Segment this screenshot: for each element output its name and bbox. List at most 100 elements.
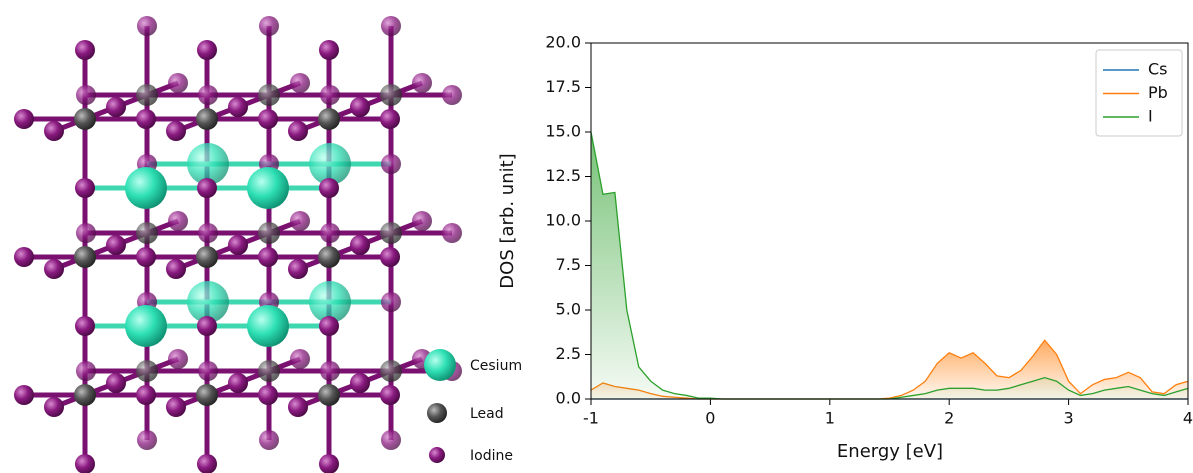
iodine-atom — [166, 121, 186, 141]
iodine-atom — [290, 211, 310, 231]
area — [591, 340, 1188, 399]
iodine-atom — [136, 109, 156, 129]
iodine-atom — [258, 247, 278, 267]
y-tick-label: 7.5 — [556, 255, 581, 274]
crystal-structure — [14, 16, 462, 473]
cesium-atom — [309, 143, 351, 185]
iodine-atom — [258, 385, 278, 405]
legend-label: Lead — [470, 406, 504, 422]
lead-atom — [318, 384, 340, 406]
iodine-atom — [320, 361, 340, 381]
iodine-atom — [166, 397, 186, 417]
lead-atom — [196, 246, 218, 268]
iodine-atom — [198, 223, 218, 243]
iodine-atom — [381, 430, 401, 450]
iodine-atom — [258, 109, 278, 129]
iodine-atom — [442, 223, 462, 243]
iodine-atom — [380, 109, 400, 129]
iodine-atom — [136, 247, 156, 267]
lead-atom — [136, 84, 158, 106]
iodine-atom — [320, 85, 340, 105]
cesium-atom — [247, 305, 289, 347]
iodine-atom — [168, 349, 188, 369]
iodine-atom — [75, 40, 95, 60]
iodine-atom — [136, 385, 156, 405]
iodine-atom — [168, 73, 188, 93]
iodine-atom — [381, 154, 401, 174]
cesium-atom — [125, 305, 167, 347]
lead-atom — [380, 222, 402, 244]
lead-atom — [74, 384, 96, 406]
iodine-atom — [106, 97, 126, 117]
area — [591, 132, 1188, 399]
x-tick-label: 0 — [705, 409, 715, 428]
cesium-atom — [187, 143, 229, 185]
lead-atom — [196, 108, 218, 130]
iodine-atom — [319, 454, 339, 473]
y-axis-label: DOS [arb. unit] — [497, 153, 518, 288]
cesium-atom — [125, 167, 167, 209]
dos-chart: Energy [eV] DOS [arb. unit] 0.0 2.5 5.0 7.5… — [497, 33, 1193, 463]
lead-atom — [318, 246, 340, 268]
x-tick-label: 2 — [944, 409, 954, 428]
iodine-atom — [228, 97, 248, 117]
structure-legend: Cesium Lead Iodine — [424, 349, 522, 464]
lead-atom — [74, 246, 96, 268]
legend-label: Pb — [1148, 83, 1168, 102]
iodine-atom — [290, 73, 310, 93]
y-tick-label: 2.5 — [556, 344, 581, 363]
cesium-atom — [187, 281, 229, 323]
iodine-atom — [75, 178, 95, 198]
iodine-atom — [259, 16, 279, 36]
iodine-atom — [197, 316, 217, 336]
lead-atom — [74, 108, 96, 130]
iodine-atom — [228, 235, 248, 255]
iodine-atom — [44, 259, 64, 279]
lead-atom — [258, 84, 280, 106]
iodine-atom — [350, 97, 370, 117]
iodine-atom — [198, 361, 218, 381]
lead-atom — [136, 360, 158, 382]
y-tick-label: 20.0 — [545, 33, 581, 52]
iodine-atom — [197, 454, 217, 473]
lead-swatch — [427, 403, 447, 423]
y-tick-label: 17.5 — [545, 77, 581, 96]
x-axis-label: Energy [eV] — [837, 441, 943, 462]
y-tick-label: 0.0 — [556, 389, 581, 408]
iodine-atom — [288, 121, 308, 141]
iodine-atom — [319, 178, 339, 198]
lead-atom — [196, 384, 218, 406]
legend-label: Iodine — [470, 448, 513, 464]
iodine-atom — [319, 40, 339, 60]
iodine-atom — [76, 223, 96, 243]
iodine-atom — [319, 316, 339, 336]
iodine-atom — [106, 235, 126, 255]
iodine-atom — [228, 373, 248, 393]
iodine-atom — [288, 397, 308, 417]
iodine-atom — [14, 109, 34, 129]
iodine-atom — [44, 121, 64, 141]
lead-atom — [380, 84, 402, 106]
iodine-atom — [320, 223, 340, 243]
y-tick-label: 5.0 — [556, 300, 581, 319]
cesium-swatch — [424, 349, 456, 381]
line — [590, 131, 1189, 400]
x-tick-label: 1 — [825, 409, 835, 428]
iodine-atom — [290, 349, 310, 369]
x-tick-label: -1 — [583, 409, 599, 428]
lead-atom — [380, 360, 402, 382]
iodine-atom — [75, 454, 95, 473]
iodine-atom — [14, 385, 34, 405]
y-tick-label: 12.5 — [545, 166, 581, 185]
iodine-atom — [166, 259, 186, 279]
iodine-atom — [137, 16, 157, 36]
iodine-atom — [288, 259, 308, 279]
iodine-atom — [381, 292, 401, 312]
iodine-atom — [442, 85, 462, 105]
iodine-atom — [259, 430, 279, 450]
iodine-atom — [380, 385, 400, 405]
iodine-atom — [106, 373, 126, 393]
cesium-atom — [309, 281, 351, 323]
iodine-atom — [412, 211, 432, 231]
